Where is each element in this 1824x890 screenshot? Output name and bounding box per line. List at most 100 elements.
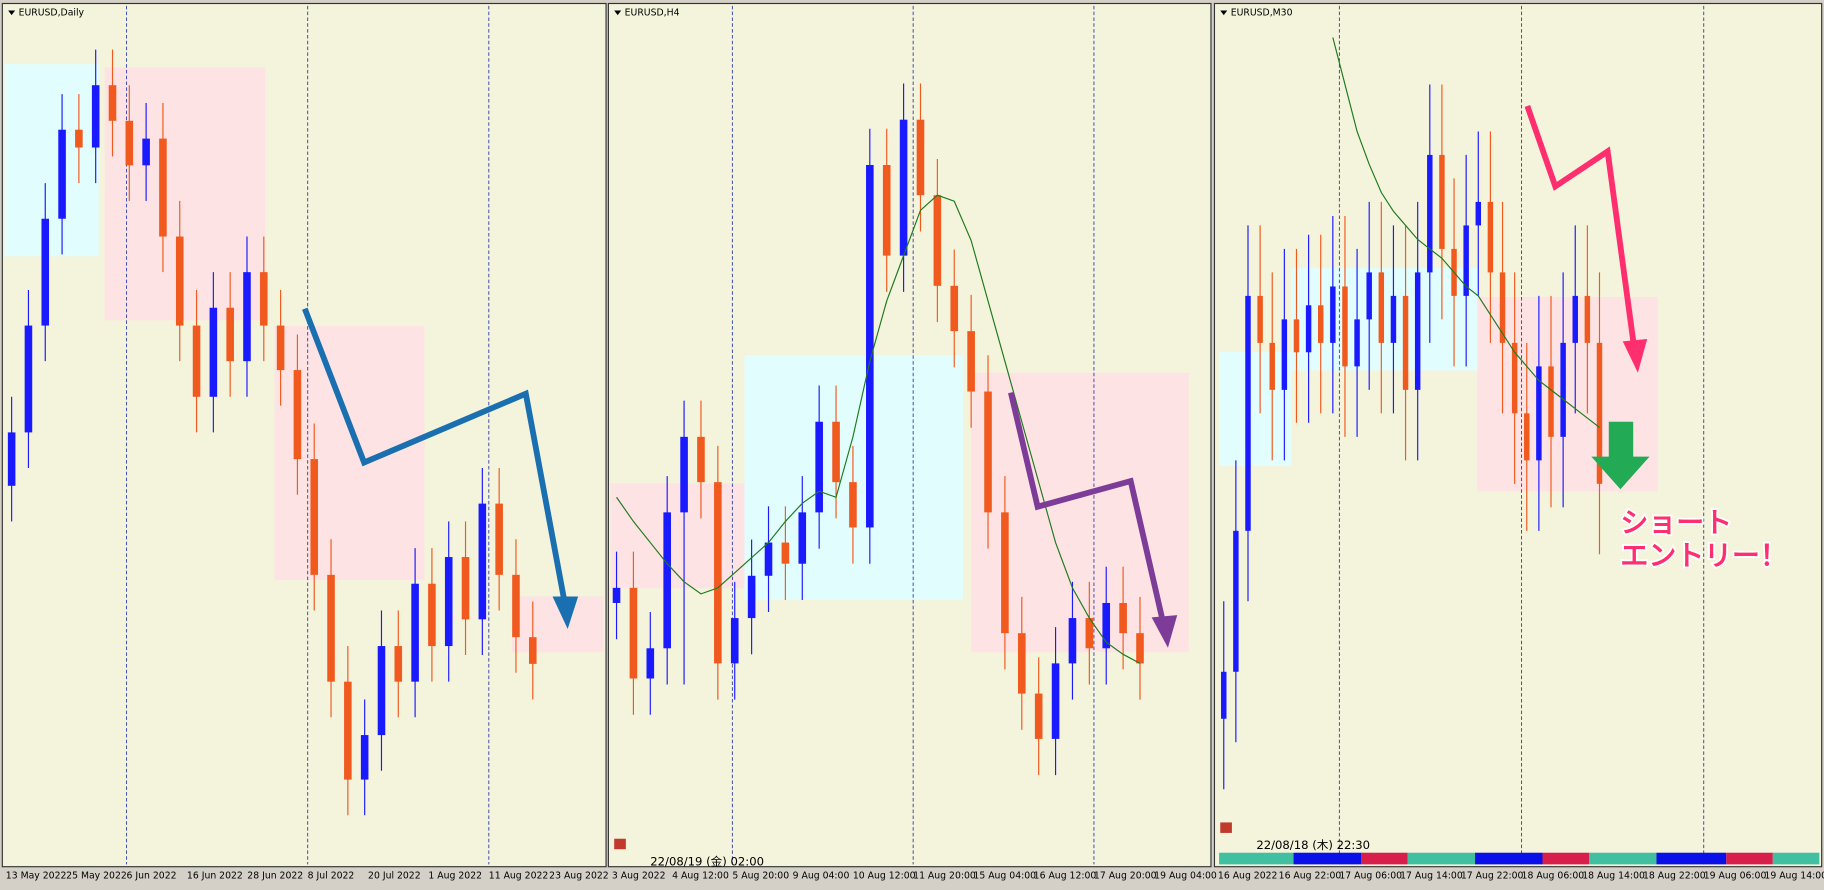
timestamp: 22/08/18 (木) 22:30	[1256, 838, 1370, 852]
zone	[104, 67, 266, 321]
title-icon	[8, 10, 16, 16]
candle-body	[344, 681, 352, 780]
zone	[610, 483, 745, 589]
x-tick-label: 1 Aug 2022	[428, 871, 482, 882]
candle-body	[612, 587, 621, 603]
period-bar	[1219, 852, 1820, 865]
x-tick-label: 16 Aug 2022	[1218, 871, 1278, 882]
x-tick-label: 20 Jul 2022	[368, 871, 421, 882]
candle-body	[950, 285, 959, 332]
x-tick-label: 18 Aug 22:00	[1643, 871, 1706, 882]
trend-arrow	[302, 307, 568, 601]
arrow-head	[552, 596, 579, 630]
candle-body	[697, 436, 705, 483]
x-tick-label: 16 Aug 12:00	[1034, 871, 1097, 882]
candle-body	[1221, 671, 1227, 719]
candle-body	[1378, 272, 1385, 343]
candle-body	[377, 646, 386, 736]
candle-body	[663, 512, 671, 649]
chart-title: EURUSD,H4	[625, 7, 680, 18]
candle-body	[984, 391, 992, 513]
x-tick-label: 9 Aug 04:00	[793, 871, 850, 882]
candle-body	[1427, 154, 1433, 273]
candle-body	[175, 236, 184, 326]
candle-body	[243, 272, 251, 362]
candle-body	[1051, 663, 1060, 739]
x-tick-label: 11 Aug 20:00	[913, 871, 976, 882]
x-tick-label: 5 Aug 20:00	[732, 871, 789, 882]
candle-body	[798, 512, 807, 564]
candle-body	[528, 637, 537, 664]
candle-body	[1487, 201, 1494, 273]
candle-body	[159, 138, 167, 237]
x-tick-label: 25 May 2022	[66, 871, 127, 882]
candle-body	[1439, 154, 1445, 249]
x-tick-label: 17 Aug 06:00	[1339, 871, 1402, 882]
candle-body	[226, 307, 234, 362]
candle-body	[1001, 512, 1009, 634]
candle-body	[428, 583, 436, 647]
candle-body	[1281, 319, 1288, 390]
candle-body	[91, 85, 100, 148]
title-icon	[1220, 10, 1228, 16]
x-tick-label: 17 Aug 20:00	[1094, 871, 1157, 882]
candle-body	[1414, 272, 1421, 390]
candle-body	[444, 557, 453, 647]
x-tick-label: 8 Jul 2022	[308, 871, 355, 882]
candle-body	[1293, 319, 1300, 353]
candle-body	[899, 119, 908, 256]
zone	[1219, 351, 1292, 466]
candle-body	[1596, 342, 1603, 484]
candle-body	[41, 218, 50, 326]
candle-body	[1330, 286, 1336, 343]
candle-body	[360, 735, 369, 780]
candle-body	[310, 459, 319, 575]
candle-body	[1584, 295, 1591, 343]
candle-body	[495, 503, 503, 575]
candle-body	[1366, 272, 1372, 320]
candle-body	[781, 542, 790, 564]
x-tick-label: 6 Jun 2022	[127, 871, 177, 882]
candle-body	[512, 574, 520, 638]
candle-body	[1548, 366, 1554, 437]
x-tick-label: 19 Aug 04:00	[1154, 871, 1217, 882]
arrow-head	[1151, 615, 1178, 648]
candle-body	[747, 575, 756, 619]
candle-body	[192, 325, 201, 397]
chart-panel: 3 Aug 2022 4 Aug 12:00 5 Aug 20:00 9 Aug 04…	[612, 5, 1217, 882]
trend-arrow	[1524, 105, 1638, 350]
moving-average	[616, 194, 1141, 664]
arrow-head	[1622, 338, 1648, 373]
candle-body	[1536, 366, 1542, 461]
candle-body	[1402, 295, 1409, 390]
chart-title: EURUSD,Daily	[19, 7, 85, 18]
candle-body	[75, 129, 83, 148]
candle-body	[1317, 305, 1324, 343]
x-tick-label: 18 Aug 06:00	[1522, 871, 1585, 882]
annotation: エントリー！	[1620, 539, 1787, 572]
layout	[1, 2, 1823, 868]
candle-body	[1499, 272, 1506, 343]
x-tick-label: 23 Aug 2022	[549, 871, 609, 882]
candle-body	[1017, 633, 1026, 694]
candle-body	[461, 557, 470, 620]
candle-body	[58, 129, 66, 219]
overlay	[302, 105, 1820, 865]
candle-body	[730, 618, 739, 664]
trend-arrow	[1008, 391, 1167, 624]
candle-body	[293, 370, 302, 460]
candle-body	[1136, 633, 1144, 664]
candle-body	[1245, 295, 1251, 531]
candle-body	[1342, 286, 1348, 367]
candle-body	[1305, 305, 1312, 353]
x-tick-label: 15 Aug 04:00	[973, 871, 1036, 882]
candle-body	[24, 325, 33, 433]
title-icon	[614, 10, 622, 16]
candle-body	[276, 325, 285, 371]
moving-average	[1332, 37, 1600, 428]
x-tick-label: 19 Aug 06:00	[1704, 871, 1767, 882]
candle-body	[1572, 295, 1578, 343]
candle-body	[327, 574, 335, 682]
chart-panel: 13 May 2022 25 May 2022 6 Jun 2022 16 Jun 2…	[6, 5, 609, 882]
